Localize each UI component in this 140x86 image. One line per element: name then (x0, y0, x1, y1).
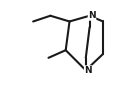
Text: N: N (84, 66, 92, 75)
Text: N: N (88, 11, 96, 20)
